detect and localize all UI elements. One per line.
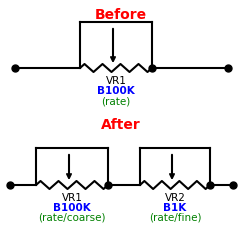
Text: B100K: B100K: [97, 86, 135, 96]
Text: (rate): (rate): [101, 96, 131, 106]
Text: VR1: VR1: [61, 193, 82, 203]
Text: (rate/fine): (rate/fine): [149, 213, 201, 223]
Text: B1K: B1K: [163, 203, 187, 213]
Text: B100K: B100K: [53, 203, 91, 213]
Text: VR1: VR1: [105, 76, 126, 86]
Text: After: After: [101, 118, 141, 132]
Text: (rate/coarse): (rate/coarse): [38, 213, 106, 223]
Text: Before: Before: [95, 8, 147, 22]
Text: VR2: VR2: [165, 193, 185, 203]
